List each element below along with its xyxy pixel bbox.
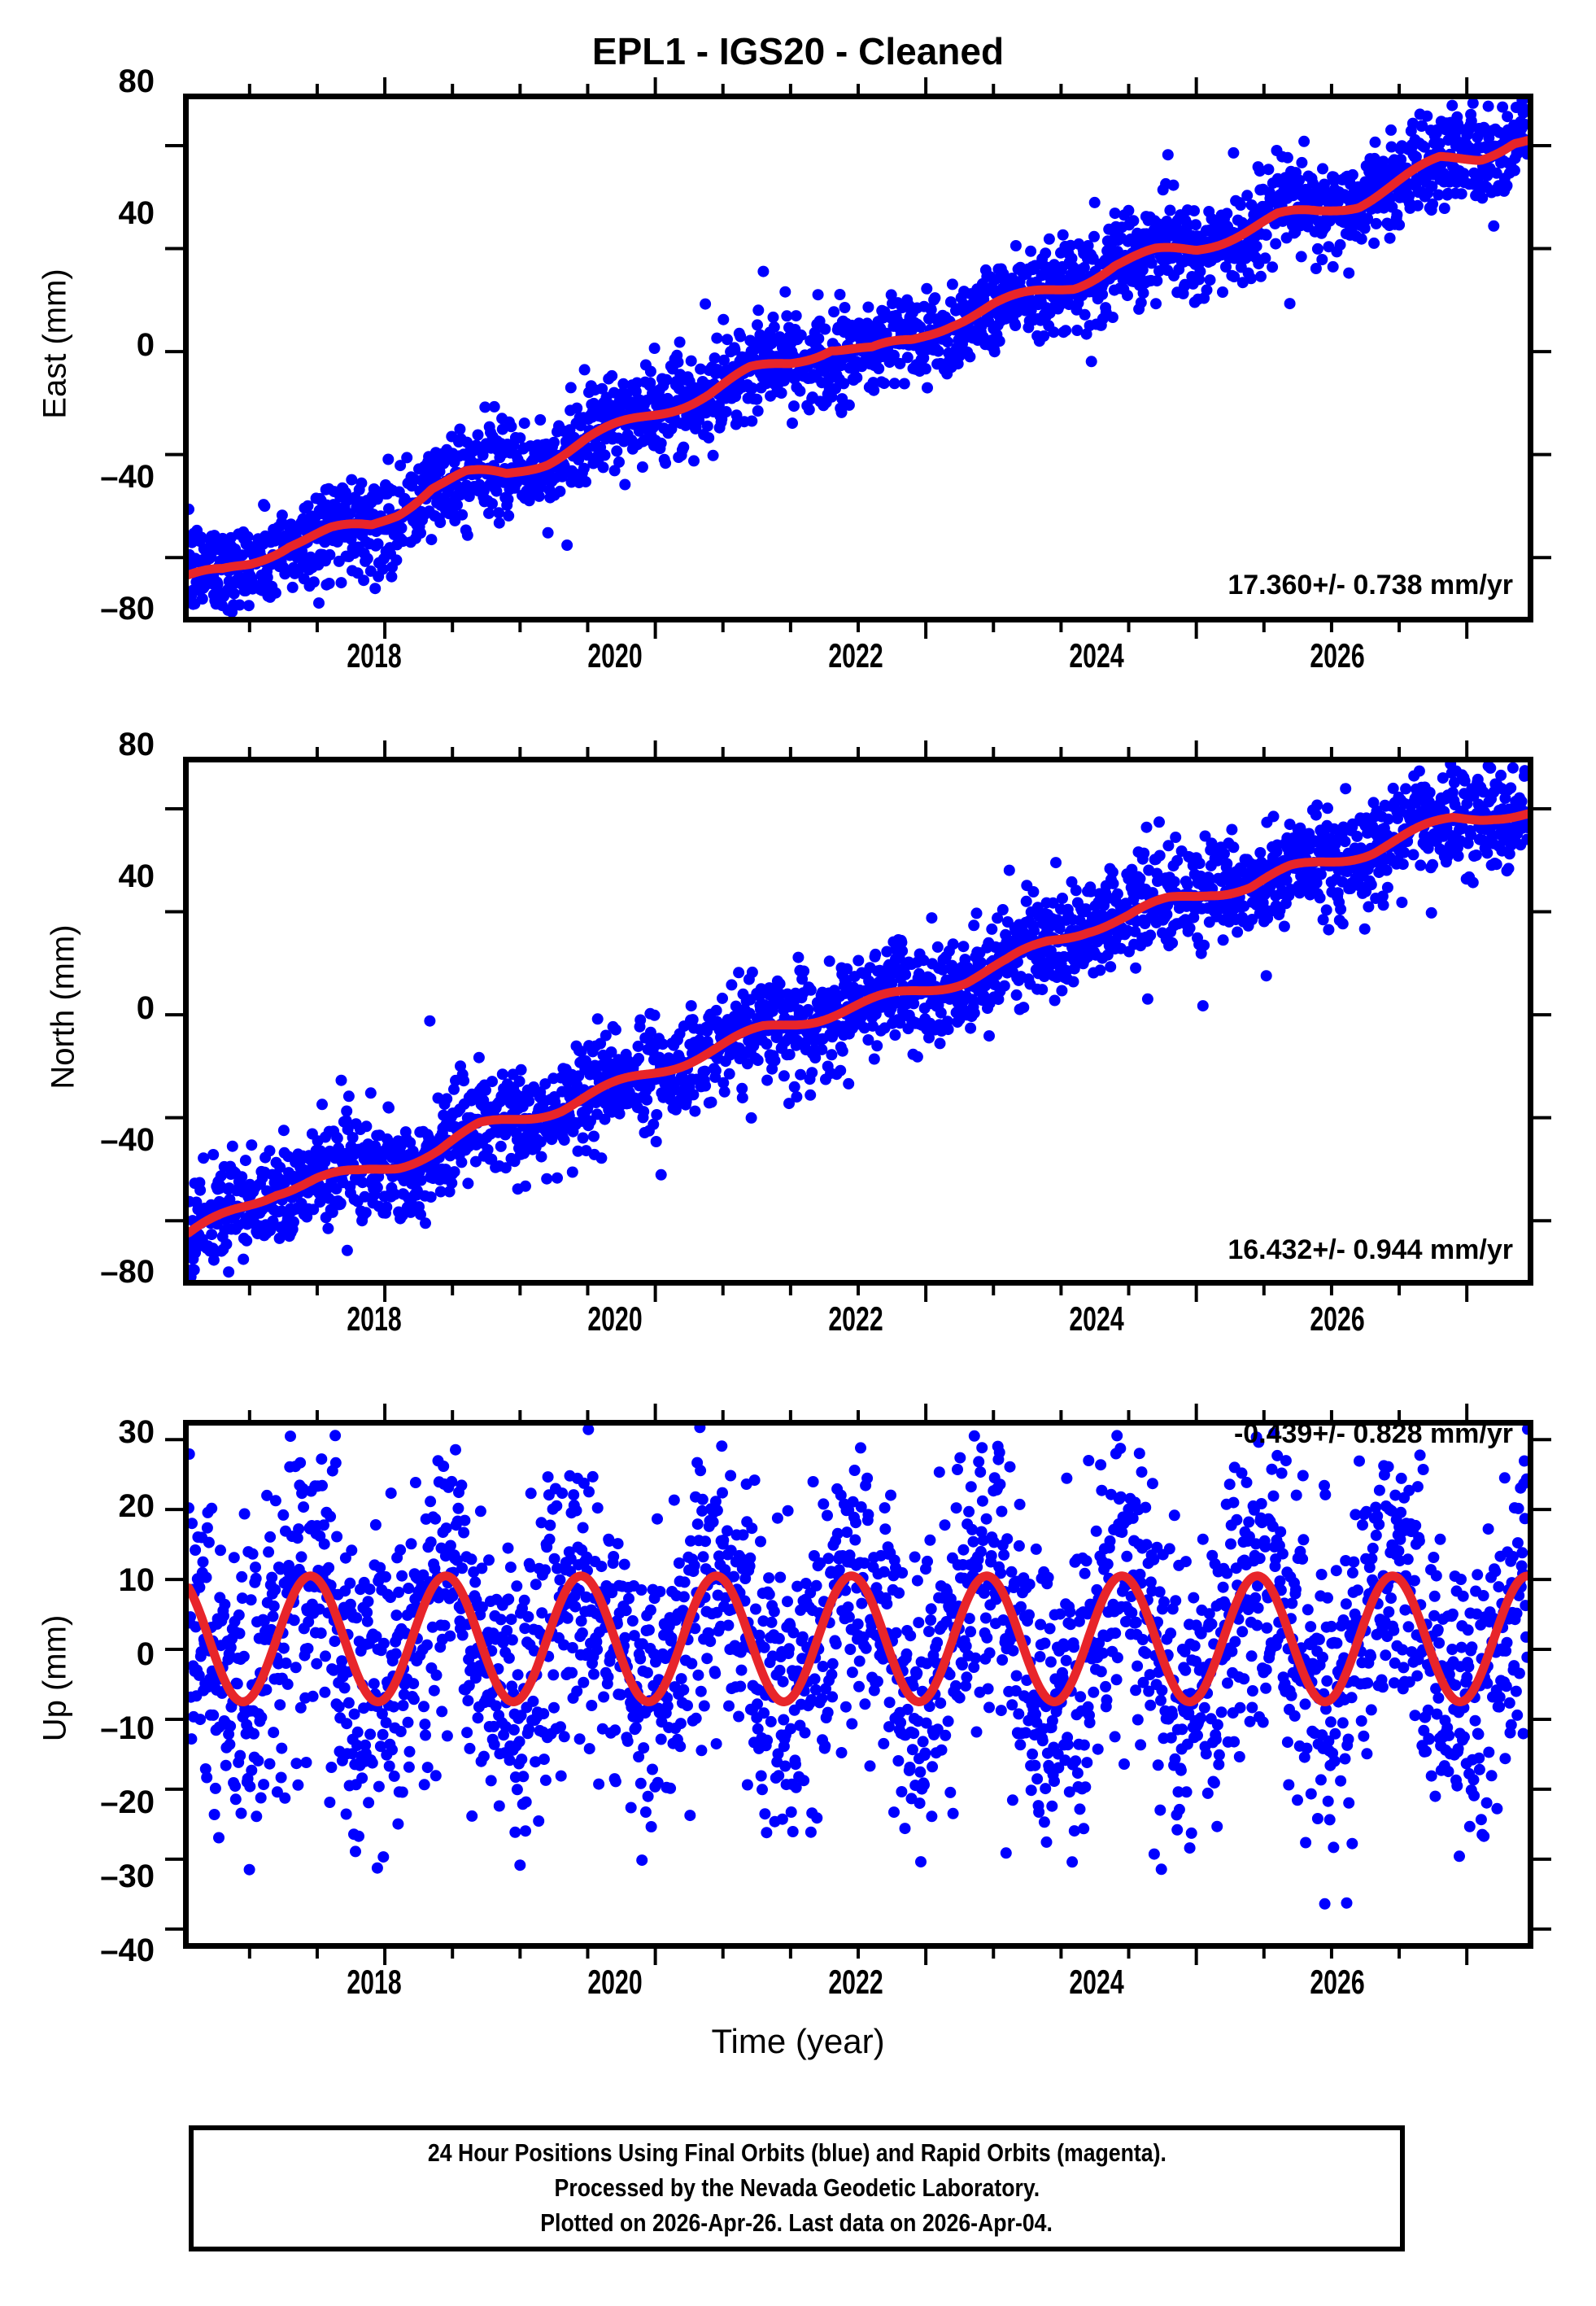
trend-line xyxy=(189,814,1528,1233)
up-ytick-m40: –40 xyxy=(100,1933,155,1968)
up-xtick-2018: 2018 xyxy=(347,1963,402,2001)
x-axis-title: Time (year) xyxy=(711,2022,885,2060)
scatter-points xyxy=(189,99,1528,617)
up-ytick-m20: –20 xyxy=(100,1784,155,1820)
up-ytick-20: 20 xyxy=(118,1488,155,1524)
up-ytick-0: 0 xyxy=(136,1636,155,1672)
north-rate-annotation: 16.432+/- 0.944 mm/yr xyxy=(1228,1234,1513,1265)
north-xtick-2022: 2022 xyxy=(828,1299,883,1338)
up-rate-annotation: -0.439+/- 0.828 mm/yr xyxy=(1233,1418,1513,1449)
figure-title: EPL1 - IGS20 - Cleaned xyxy=(591,30,1005,72)
east-xtick-2024: 2024 xyxy=(1069,636,1124,675)
caption-line-2: Processed by the Nevada Geodetic Laborat… xyxy=(554,2173,1040,2203)
scatter-points xyxy=(189,762,1528,1280)
east-ytick-m80: –80 xyxy=(100,591,155,627)
north-ytick-0: 0 xyxy=(136,990,155,1026)
up-ytick-10: 10 xyxy=(118,1562,155,1598)
up-plot-frame xyxy=(165,1404,1551,1965)
caption-box: 24 Hour Positions Using Final Orbits (bl… xyxy=(189,2125,1405,2251)
north-ytick-40: 40 xyxy=(118,858,155,894)
scatter-points xyxy=(189,1426,1528,1910)
trend-line xyxy=(189,1576,1528,1702)
caption-line-1: 24 Hour Positions Using Final Orbits (bl… xyxy=(427,2138,1166,2168)
up-xtick-2024: 2024 xyxy=(1069,1963,1124,2001)
east-rate-annotation: 17.360+/- 0.738 mm/yr xyxy=(1228,570,1513,601)
caption-line-3: Plotted on 2026-Apr-26. Last data on 202… xyxy=(540,2208,1053,2237)
north-ytick-80: 80 xyxy=(118,727,155,762)
east-xtick-2022: 2022 xyxy=(828,636,883,675)
north-xtick-2024: 2024 xyxy=(1069,1299,1124,1338)
up-ytick-m30: –30 xyxy=(100,1858,155,1894)
trend-line xyxy=(189,141,1528,575)
east-xtick-2018: 2018 xyxy=(347,636,402,675)
up-plot-canvas xyxy=(189,1426,1528,1943)
east-ytick-80: 80 xyxy=(118,63,155,99)
north-ytick-m40: –40 xyxy=(100,1122,155,1158)
east-plot-frame xyxy=(165,77,1551,639)
north-ytick-m80: –80 xyxy=(100,1254,155,1290)
north-xtick-2026: 2026 xyxy=(1310,1299,1365,1338)
up-xtick-2022: 2022 xyxy=(828,1963,883,2001)
east-ytick-0: 0 xyxy=(136,327,155,363)
up-ytick-30: 30 xyxy=(118,1414,155,1450)
east-ytick-m40: –40 xyxy=(100,459,155,495)
north-plot-canvas xyxy=(189,762,1528,1280)
north-xtick-2018: 2018 xyxy=(347,1299,402,1338)
up-ytick-m10: –10 xyxy=(100,1710,155,1746)
east-xtick-2026: 2026 xyxy=(1310,636,1365,675)
east-xtick-2020: 2020 xyxy=(587,636,643,675)
east-plot-canvas xyxy=(189,99,1528,617)
up-xtick-2026: 2026 xyxy=(1310,1963,1365,2001)
up-xtick-2020: 2020 xyxy=(587,1963,643,2001)
east-ytick-40: 40 xyxy=(118,195,155,231)
north-xtick-2020: 2020 xyxy=(587,1299,643,1338)
north-plot-frame xyxy=(165,740,1551,1302)
